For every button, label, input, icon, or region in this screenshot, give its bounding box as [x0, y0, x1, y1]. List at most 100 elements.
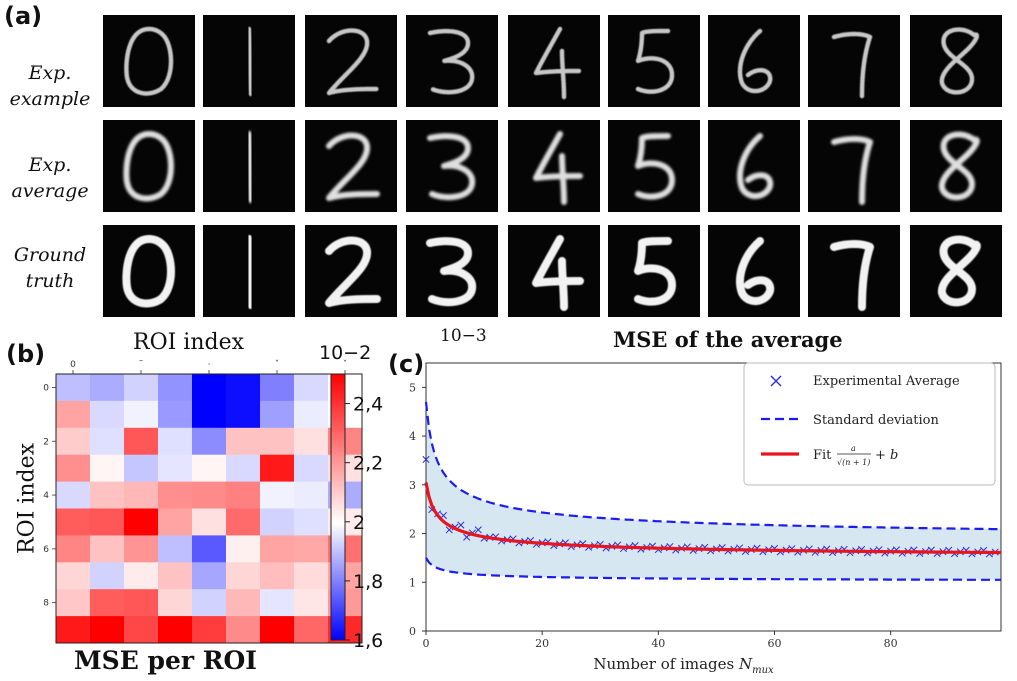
heatmap-cell — [124, 535, 159, 563]
plot-x-label: Number of images Nmux — [593, 655, 774, 676]
plot-y-tick-label: 2 — [409, 528, 416, 541]
heatmap-cell — [226, 535, 261, 563]
heatmap-cell — [90, 427, 125, 456]
heatmap-cell — [124, 454, 159, 483]
heatmap-cell — [158, 454, 193, 483]
heatmap-cell — [124, 400, 159, 429]
digit-tile-average-1 — [203, 120, 295, 212]
heatmap-y-title: ROI index — [14, 443, 40, 554]
heatmap-cell — [56, 481, 91, 509]
heatmap-cell — [124, 562, 159, 590]
std-lower-line — [425, 557, 1001, 581]
heatmap-x-tick-label: 0 — [70, 360, 76, 370]
heatmap-cell — [260, 374, 295, 402]
heatmap-cell — [294, 562, 329, 590]
plot-title: MSE of the average — [613, 327, 843, 352]
heatmap-y-tick-label: 8 — [43, 599, 49, 609]
plot-y-tick-label: 3 — [409, 479, 416, 492]
heatmap-cell — [192, 427, 227, 456]
digit-stroke-6 — [737, 133, 774, 199]
experimental-average-point — [422, 455, 430, 464]
digit-tile-average-3 — [406, 120, 498, 212]
heatmap-cell — [294, 535, 329, 563]
digit-tile-example-0 — [103, 15, 195, 107]
digit-tile-example-1 — [203, 15, 295, 107]
heatmap-cell — [260, 508, 295, 536]
legend-entry-fit: Fit — [813, 448, 832, 463]
std-band — [426, 402, 1001, 580]
heatmap-cell — [294, 400, 329, 429]
heatmap-cell — [56, 535, 91, 563]
experimental-average-point — [457, 521, 465, 529]
digit-stroke-1 — [245, 235, 255, 309]
plot-y-tick-label: 5 — [409, 381, 416, 394]
digit-stroke-0 — [124, 26, 174, 96]
heatmap-svg: 0 ˜ · ˇ ˇ 0 2 4 6 8 — [43, 359, 363, 644]
legend-entry-experimental-average: Experimental Average — [813, 374, 960, 389]
heatmap-cell — [56, 508, 91, 536]
digit-stroke-8 — [938, 131, 980, 201]
panel-b-label: (b) — [6, 340, 46, 368]
digit-stroke-4 — [532, 235, 584, 311]
digit-stroke-1 — [246, 26, 254, 98]
heatmap-y-tick-label: 6 — [43, 545, 49, 555]
heatmap-cell — [192, 481, 227, 509]
plot-y-tick-label: 4 — [409, 430, 416, 443]
digit-stroke-3 — [427, 28, 475, 95]
digit-stroke-7 — [831, 31, 873, 100]
colorbar-tick-label: 1,8 — [353, 571, 383, 593]
digit-tile-average-4 — [508, 120, 600, 212]
heatmap-cell — [294, 481, 329, 509]
digit-stroke-5 — [635, 133, 675, 200]
heatmap-cell — [158, 589, 193, 617]
heatmap-cell — [90, 562, 125, 590]
line-plot-svg: 0 20 40 60 80 0 1 2 3 4 5 Number of images Nmux Expe… — [409, 362, 1002, 676]
heatmap-cell — [192, 400, 227, 429]
std-upper-line — [424, 401, 1002, 531]
legend-entry-standard-deviation: Standard deviation — [813, 413, 939, 428]
panel-a-label: (a) — [4, 2, 43, 30]
heatmap-cell — [90, 374, 125, 402]
digit-stroke-2 — [325, 236, 381, 307]
digit-tile-truth-2 — [305, 225, 397, 317]
heatmap-cell — [158, 508, 193, 536]
plot-x-tick-label: 40 — [651, 637, 665, 650]
digit-tile-truth-5 — [608, 225, 700, 317]
heatmap-cell — [294, 508, 329, 536]
heatmap-cell — [90, 508, 125, 536]
legend-fit-formula: a √(n + 1) + b — [837, 444, 898, 467]
heatmap-cell — [158, 481, 193, 509]
heatmap-cell — [294, 454, 329, 483]
plot-y-tick-label: 0 — [409, 625, 416, 638]
heatmap-cell — [56, 589, 91, 617]
colorbar-tick-label: 2,4 — [353, 394, 383, 416]
fit-line — [424, 482, 1001, 555]
heatmap-cell — [124, 374, 159, 402]
heatmap-cell — [124, 427, 159, 456]
digit-stroke-8 — [939, 27, 980, 95]
digit-stroke-5 — [635, 28, 675, 94]
heatmap-cell — [260, 481, 295, 509]
heatmap-cell — [226, 454, 261, 483]
heatmap-cell — [226, 374, 261, 402]
heatmap-cell — [90, 400, 125, 429]
digit-stroke-6 — [736, 237, 775, 305]
digit-tile-truth-1 — [203, 225, 295, 317]
digit-stroke-6 — [737, 28, 773, 94]
panel-c-label: (c) — [388, 350, 425, 378]
heatmap-cell — [158, 374, 193, 402]
heatmap-cell — [260, 535, 295, 563]
heatmap-cell — [192, 508, 227, 536]
plot-legend: Experimental Average Standard deviation Fi… — [743, 362, 996, 486]
digit-tile-average-7 — [808, 120, 900, 212]
digit-tile-average-2 — [305, 120, 397, 212]
digit-tile-example-2 — [305, 15, 397, 107]
digit-tile-example-8 — [910, 15, 1002, 107]
digit-tile-truth-4 — [508, 225, 600, 317]
digit-stroke-7 — [830, 240, 874, 311]
legend-marker-icon — [770, 375, 782, 387]
heatmap-cell — [260, 589, 295, 617]
plot-exponent: 10−3 — [440, 326, 487, 346]
heatmap-cell — [124, 616, 159, 644]
plot-y-tick-label: 1 — [409, 576, 416, 589]
